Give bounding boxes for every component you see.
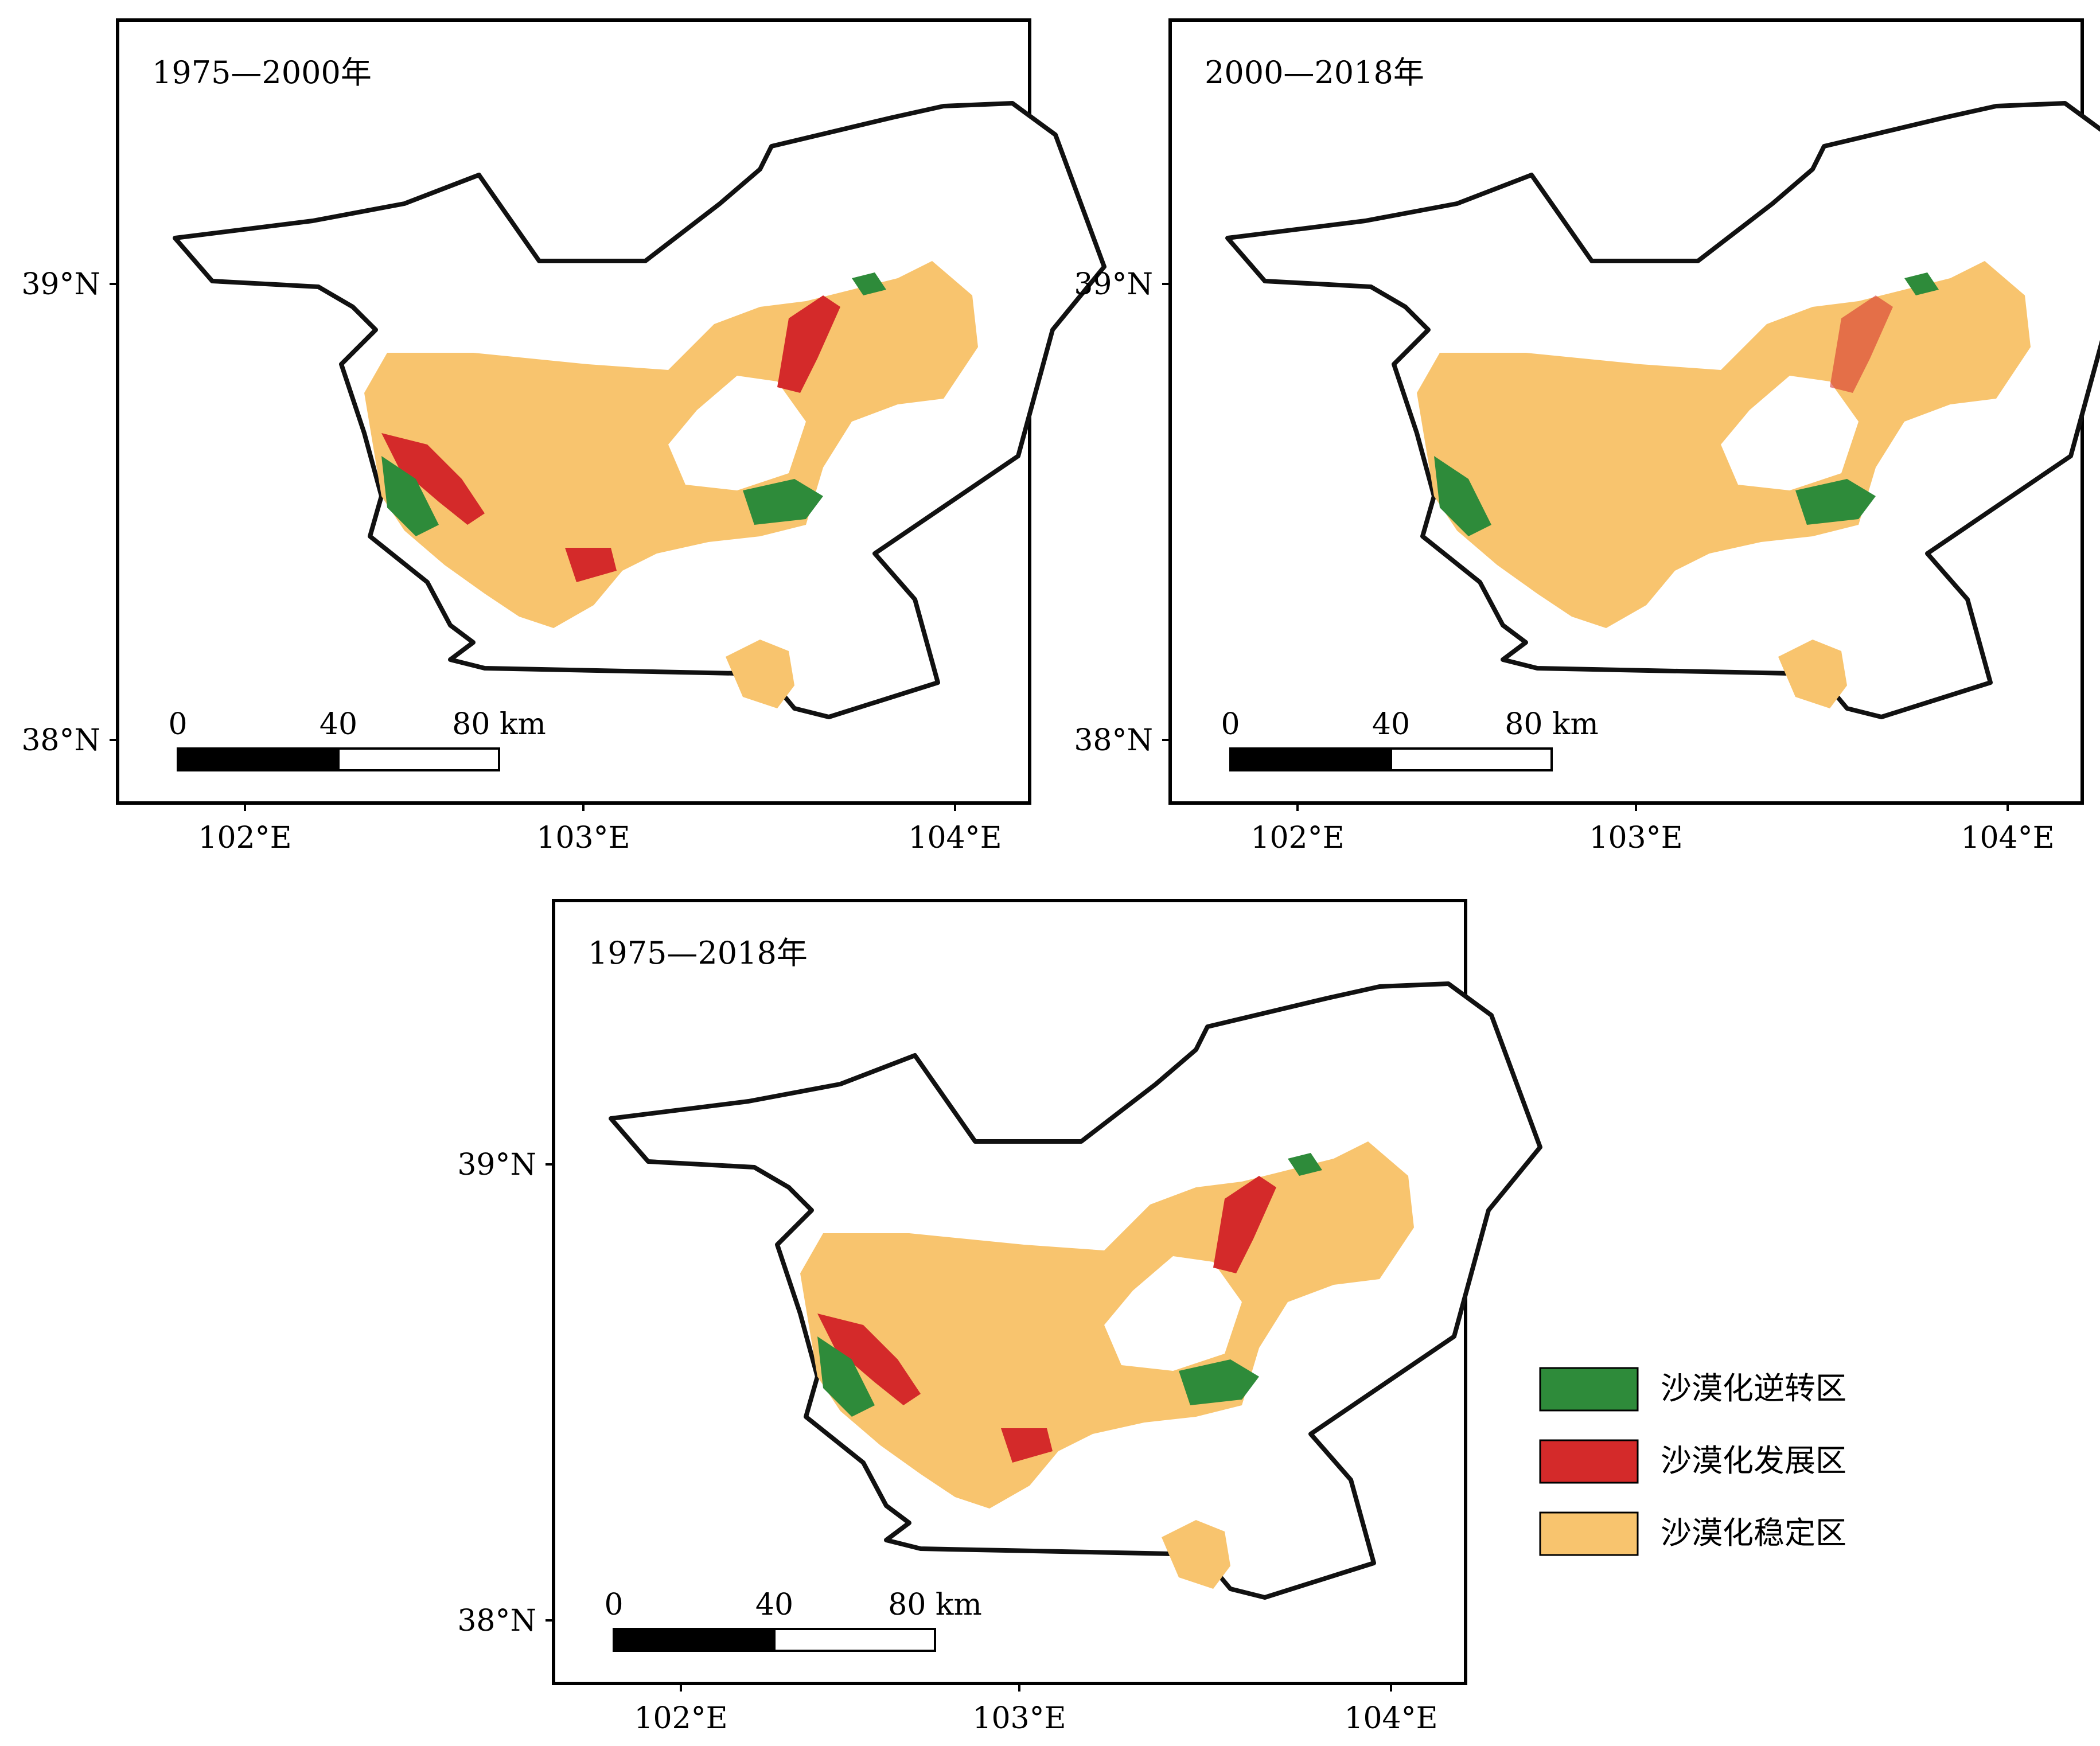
panel-period-title: 2000—2018年 <box>1205 54 1424 91</box>
lat-label: 39°N <box>457 1148 536 1182</box>
lat-label: 38°N <box>21 723 100 758</box>
lat-label: 38°N <box>457 1604 536 1638</box>
map-panel-2: 2000—2018年 39°N 38°N 102°E 103°E 104°E 0 40 80 k… <box>1074 18 2100 855</box>
panel-period-title: 1975—2018年 <box>588 935 808 971</box>
legend-swatch <box>1539 1367 1639 1412</box>
lon-label: 103°E <box>1589 821 1682 855</box>
scale-bar-tick-label: 80 km <box>1505 707 1599 742</box>
lon-label: 102°E <box>634 1701 727 1736</box>
legend-label: 沙漠化稳定区 <box>1661 1515 1846 1551</box>
scale-bar-tick-label: 80 km <box>888 1588 982 1622</box>
legend-swatch <box>1539 1439 1639 1484</box>
map-panel-3: 1975—2018年 39°N 38°N 102°E 103°E 104°E 0 40 80 k… <box>457 899 1540 1736</box>
lat-label: 39°N <box>1074 267 1153 302</box>
panel-period-title: 1975—2000年 <box>152 54 372 91</box>
scale-bar-white <box>337 747 500 771</box>
lat-label: 39°N <box>21 267 100 302</box>
lon-label: 104°E <box>1961 821 2054 855</box>
scale-bar-black <box>1229 747 1392 771</box>
scale-bar-tick-label: 80 km <box>452 707 546 742</box>
scale-bar: 0 40 80 km <box>168 707 546 771</box>
scale-bar-tick-label: 0 <box>168 707 187 742</box>
scale-bar-tick-label: 0 <box>604 1588 623 1622</box>
scale-bar-white <box>1390 747 1553 771</box>
scale-bar-white <box>773 1628 936 1652</box>
scale-bar-black <box>613 1628 776 1652</box>
lon-label: 102°E <box>198 821 291 855</box>
map-panel-1: 1975—2000年 39°N 38°N 102°E 103°E 104°E 0 40 80 k… <box>21 18 1104 855</box>
lon-label: 102°E <box>1250 821 1344 855</box>
lat-label: 38°N <box>1074 723 1153 758</box>
legend-label: 沙漠化发展区 <box>1661 1443 1846 1479</box>
scale-bar-tick-label: 40 <box>755 1588 793 1622</box>
scale-bar: 0 40 80 km <box>1221 707 1599 771</box>
lon-label: 104°E <box>1344 1701 1437 1736</box>
lon-label: 104°E <box>908 821 1002 855</box>
scale-bar-tick-label: 40 <box>1372 707 1410 742</box>
scale-bar-black <box>177 747 340 771</box>
lon-label: 103°E <box>536 821 630 855</box>
scale-bar: 0 40 80 km <box>604 1588 982 1652</box>
legend-label: 沙漠化逆转区 <box>1661 1370 1846 1406</box>
lon-label: 103°E <box>972 1701 1066 1736</box>
legend-swatch <box>1539 1511 1639 1556</box>
scale-bar-tick-label: 0 <box>1221 707 1240 742</box>
scale-bar-tick-label: 40 <box>320 707 357 742</box>
